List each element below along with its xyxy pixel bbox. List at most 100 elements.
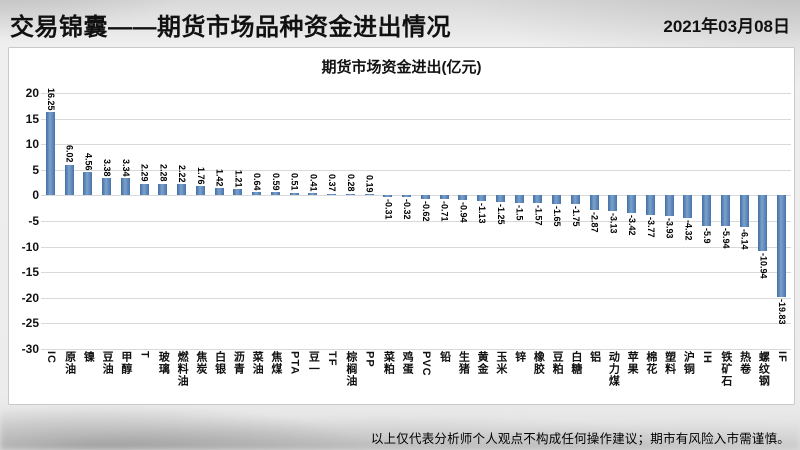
y-axis-tick-label: -20 <box>21 290 39 305</box>
y-axis-tick-label: -30 <box>21 342 39 356</box>
bar <box>252 192 262 196</box>
value-label: 0.37 <box>327 173 338 192</box>
bar <box>664 195 674 216</box>
category-label: 沥青 <box>232 351 245 375</box>
category-label: 甲醇 <box>119 351 132 375</box>
bar <box>139 183 149 196</box>
value-label: -1.57 <box>533 205 544 226</box>
category-label: 豆一 <box>307 351 320 375</box>
category-label: TF <box>326 351 339 367</box>
y-axis-tick-label: -15 <box>21 265 39 280</box>
value-label: 0.51 <box>289 173 300 191</box>
category-label: 焦炭 <box>194 351 207 375</box>
bar <box>533 195 543 204</box>
y-axis-tick-label: 15 <box>25 111 39 126</box>
bar <box>345 193 355 196</box>
value-label: -10.94 <box>758 253 769 279</box>
plot-area: 16.25 6.02 4.56 3.38 3.34 2.29 2.28 2.22 1.76 1.4… <box>41 88 791 350</box>
value-label: -19.83 <box>777 298 788 325</box>
gridline <box>41 221 791 222</box>
bar <box>364 194 374 196</box>
header-date: 2021年03月08日 <box>663 17 790 36</box>
category-label: 白银 <box>213 351 226 375</box>
category-label: T <box>138 351 151 359</box>
bar <box>477 195 487 202</box>
value-label: 2.28 <box>158 164 169 182</box>
bar <box>233 189 243 196</box>
bar <box>158 183 168 196</box>
value-label: 0.59 <box>270 172 281 191</box>
category-label: 玉米 <box>494 351 507 375</box>
bar <box>102 178 112 196</box>
bar <box>383 195 393 197</box>
value-label: -3.77 <box>645 216 656 238</box>
bar <box>420 195 430 199</box>
bar <box>195 186 205 196</box>
category-label: IH <box>701 351 714 364</box>
y-axis-tick-label: 20 <box>25 86 39 100</box>
bar <box>758 195 768 252</box>
value-label: 4.56 <box>83 152 94 171</box>
gridline <box>41 195 791 197</box>
bar <box>402 195 412 198</box>
category-label: 热卷 <box>738 351 751 375</box>
gridline <box>41 349 791 350</box>
value-label: 2.22 <box>177 164 188 183</box>
bar <box>120 178 130 196</box>
value-label: -0.94 <box>458 202 469 223</box>
value-label: 0.64 <box>252 172 263 191</box>
value-label: -1.65 <box>552 205 563 227</box>
x-axis-labels: IC 原油镍豆油 甲醇 T 玻璃 燃料油 焦炭 白银 沥青 菜油 焦煤 PTA 豆一 TF 棕榈油 PP 菜粕鸡… <box>41 349 791 403</box>
value-label: -5.94 <box>720 227 731 249</box>
gridline <box>41 93 791 94</box>
y-axis-tick-label: 0 <box>32 188 39 203</box>
gridline <box>41 246 791 248</box>
value-label: -1.25 <box>495 203 506 225</box>
category-label: 镍 <box>82 351 95 363</box>
gridline <box>41 118 791 120</box>
value-label: 0.28 <box>345 174 356 192</box>
value-label: -2.87 <box>589 212 600 233</box>
category-label: 塑料 <box>663 351 676 375</box>
y-axis: 20 15 10 5 0 -5 -10 -15 -20 -25 -30 <box>11 86 39 356</box>
bar <box>177 184 187 196</box>
category-label: 白糖 <box>569 351 582 375</box>
value-label: -3.42 <box>627 214 638 236</box>
bar <box>589 195 599 211</box>
category-label: PTA <box>288 351 301 376</box>
category-label: 棕榈油 <box>344 351 357 387</box>
value-label: -6.14 <box>739 228 750 250</box>
category-label: 动力煤 <box>607 351 620 387</box>
value-label: 2.29 <box>139 164 150 182</box>
category-label: 锌 <box>513 351 526 363</box>
value-label: 1.42 <box>214 168 225 187</box>
category-label: 苹果 <box>626 351 639 375</box>
value-label: -4.32 <box>683 219 694 241</box>
value-label: 3.38 <box>102 158 113 177</box>
bar <box>458 195 468 201</box>
disclaimer-text: 以上仅代表分析师个人观点不构成任何操作建议；期市有风险入市需谨慎。 <box>370 432 790 446</box>
bar <box>270 192 280 196</box>
category-label: 黄金 <box>476 351 489 375</box>
bar <box>289 192 299 196</box>
bar <box>683 195 693 218</box>
gridline <box>41 323 791 325</box>
value-label: 16.25 <box>45 87 56 111</box>
bar <box>627 195 637 213</box>
value-label: 3.34 <box>120 158 131 177</box>
bar <box>214 188 224 196</box>
value-label: -0.32 <box>402 199 413 220</box>
gridline <box>41 272 791 274</box>
category-label: 原油 <box>63 351 76 375</box>
bar <box>514 195 524 204</box>
category-label: 菜油 <box>251 351 264 375</box>
bar <box>608 195 618 212</box>
bar <box>83 172 93 196</box>
category-label: PVC <box>419 351 432 377</box>
y-axis-tick-label: 10 <box>25 137 39 152</box>
category-label: 铁矿石 <box>719 351 732 387</box>
y-axis-tick-label: -25 <box>21 316 39 331</box>
gridline <box>41 297 791 299</box>
value-label: 1.21 <box>233 169 244 188</box>
